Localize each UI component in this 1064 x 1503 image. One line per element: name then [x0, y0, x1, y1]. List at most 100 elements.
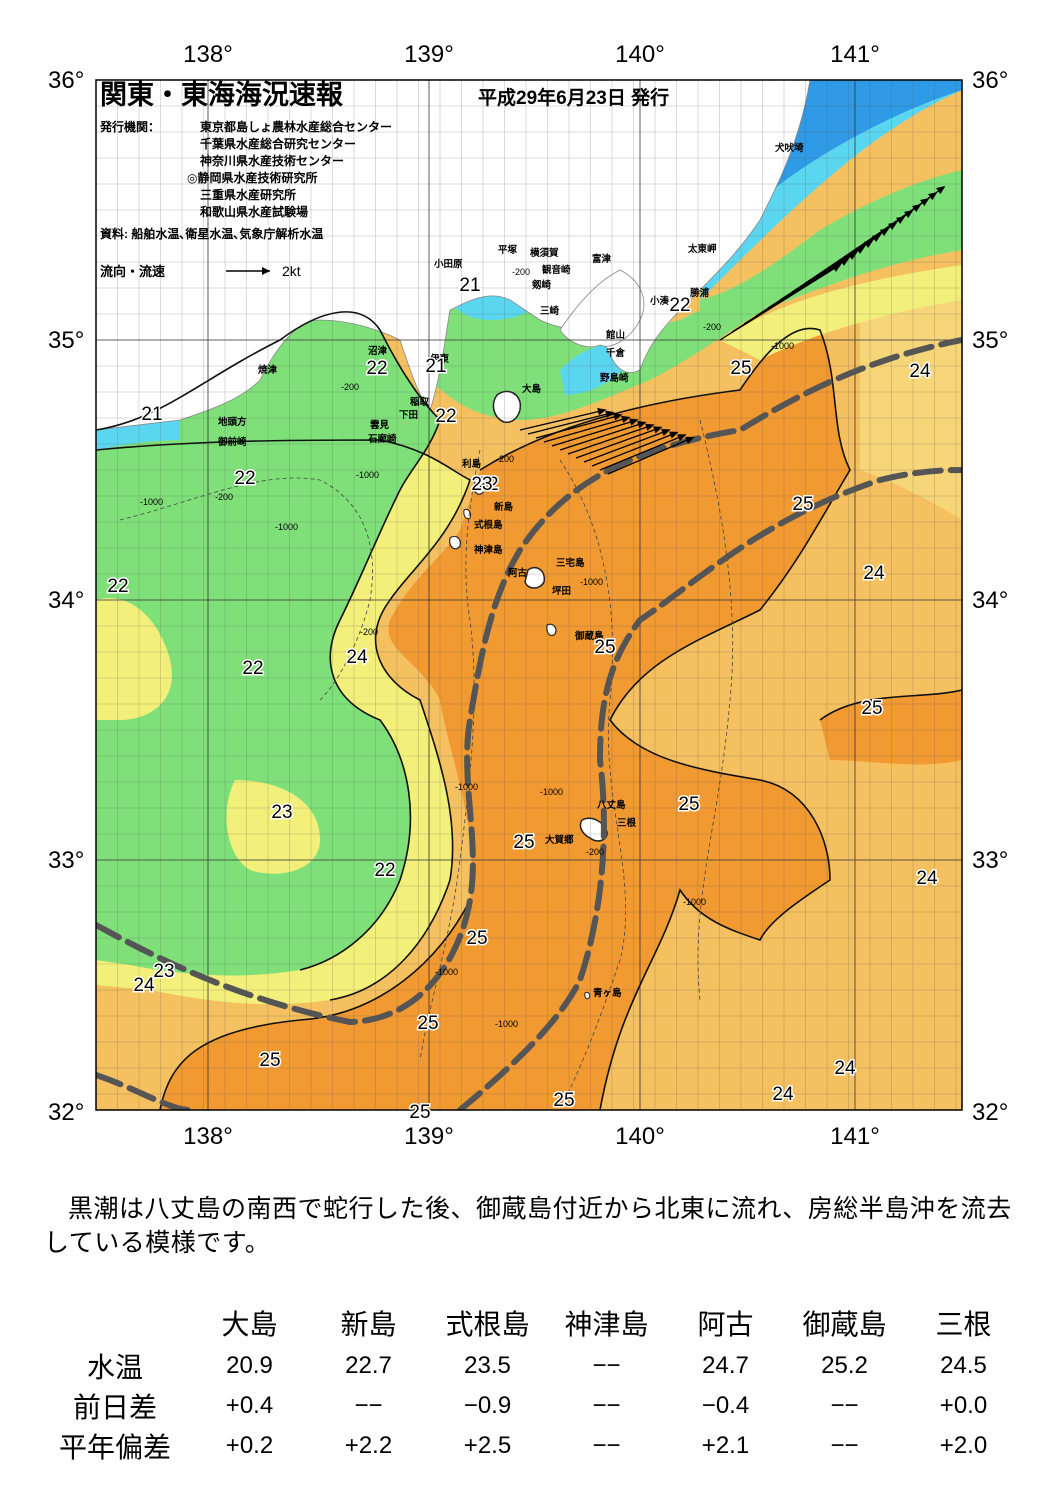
flow-arrowhead — [621, 415, 631, 424]
temp-zone-23-west-patch — [96, 598, 172, 720]
place-katsuura: 勝浦 — [690, 287, 710, 299]
place-inatori: 稲取 — [410, 396, 430, 408]
place-misaki: 三崎 — [540, 305, 560, 317]
table-cell: +2.5 — [463, 1432, 512, 1459]
lat-label-left-32: 32° — [48, 1099, 84, 1126]
isotherm-label-25-g: 25 — [466, 928, 487, 949]
flow-arrow — [559, 421, 646, 451]
table-cell: +0.4 — [225, 1392, 274, 1419]
isotherm-label-24-b: 24 — [863, 563, 885, 584]
isotherm-label-22-a: 22 — [669, 295, 690, 316]
isotherm-label-24-f: 24 — [834, 1058, 856, 1079]
place-miyakejima: 三宅島 — [556, 557, 585, 569]
isotherm-label-24-g: 24 — [772, 1084, 794, 1105]
isotherm-label-24-c: 24 — [346, 647, 368, 668]
table-row: 前日差 +0.4 −− −0.9 −− −0.4 −− +0.0 — [40, 1386, 1023, 1426]
observation-table: 大島 新島 式根島 神津島 阿古 御蔵島 三根 水温 20.9 22.7 23.… — [40, 1300, 1023, 1466]
isotherm-label-25-c: 25 — [594, 637, 615, 658]
issuer-2: 千葉県水産総合研究センター — [200, 136, 356, 151]
toshima-niijima-island — [473, 477, 486, 495]
table-row: 平年偏差 +0.2 +2.2 +2.5 −− +2.1 −− +2.0 — [40, 1426, 1023, 1466]
isotherm-value-labels: 21 21 21 22 22 22 22 22 22 22 22 23 23 2… — [106, 274, 940, 1125]
flow-arrowhead — [677, 434, 687, 442]
depth-label-1000-f: -1000 — [540, 787, 563, 797]
flow-arrow — [583, 429, 670, 463]
flow-arrowhead — [661, 429, 671, 436]
isotherm-label-22-g: 22 — [374, 860, 395, 881]
isotherm-label-23-a: 23 — [471, 474, 492, 495]
place-aogashima: 青ヶ島 — [593, 987, 622, 999]
depth-contours — [119, 419, 734, 1110]
isotherm-label-23-b: 23 — [271, 802, 292, 823]
data-source: 資料: 船舶水温､衛星水温､気象庁解析水温 — [100, 226, 323, 241]
isotherm-lines — [96, 311, 962, 1110]
isotherm-label-22-f: 22 — [242, 658, 263, 679]
flow-vectors — [519, 186, 946, 475]
depth-label-1000-a: -1000 — [771, 341, 794, 351]
table-cell: 22.7 — [345, 1352, 392, 1379]
isotherm-label-21-c: 21 — [141, 404, 162, 425]
flow-legend-scale: 2kt — [282, 263, 301, 279]
place-yokosuka: 横須賀 — [530, 247, 559, 259]
row-header: 平年偏差 — [58, 1431, 171, 1464]
place-toshima: 利島 — [461, 458, 482, 470]
place-okago: 大賀郷 — [545, 834, 574, 846]
isotherm-label-21-b: 21 — [425, 356, 446, 377]
flow-arrow — [519, 409, 606, 431]
map-frame — [95, 79, 963, 1111]
ocean-condition-map: 138° 139° 140° 141° 138° 139° 140° 141° … — [48, 41, 1008, 1150]
place-jitogata: 地頭方 — [218, 416, 247, 428]
table-cell: −− — [830, 1432, 859, 1459]
lon-label-top-140: 140° — [615, 41, 665, 68]
lat-label-right-33: 33° — [972, 847, 1008, 874]
isotherm-label-25-d: 25 — [861, 698, 882, 719]
temp-zone-23-boso — [720, 265, 962, 360]
flow-arrow — [551, 419, 638, 447]
column-header: 御蔵島 — [802, 1308, 887, 1341]
depth-1000-izu — [559, 459, 626, 1110]
place-taitomisaki: 太東岬 — [688, 243, 717, 255]
flow-arrowhead — [645, 423, 655, 431]
lat-label-left-35: 35° — [48, 327, 84, 354]
lat-label-left-34: 34° — [48, 587, 84, 614]
lon-label-top-138: 138° — [183, 41, 233, 68]
place-shimoda: 下田 — [399, 410, 418, 421]
place-shikinejima: 式根島 — [474, 519, 503, 531]
temp-zone-25-kuroshio — [160, 328, 850, 1110]
isotherm-label-24-a: 24 — [909, 361, 931, 382]
place-inubozaki: 犬吠埼 — [774, 142, 804, 154]
isotherm-label-24-e: 24 — [133, 975, 155, 996]
depth-label-1000-e: -1000 — [580, 577, 603, 587]
table-row: 水温 20.9 22.7 23.5 −− 24.7 25.2 24.5 — [40, 1346, 1023, 1386]
kozushima-island — [449, 535, 461, 550]
flow-arrowhead — [637, 421, 647, 429]
table-cell: +2.0 — [939, 1432, 988, 1459]
column-header: 阿古 — [697, 1308, 754, 1341]
summary-text: 黒潮は八丈島の南西で蛇行した後、御蔵島付近から北東に流れ、房総半島沖を流去してい… — [44, 1192, 1024, 1260]
lat-label-right-32: 32° — [972, 1099, 1008, 1126]
issuer-label: 発行機関： — [99, 119, 160, 134]
issuer-3: 神奈川県水産技術センター — [200, 153, 344, 168]
depth-label-1000-h: -1000 — [683, 897, 706, 907]
flow-arrowhead — [629, 418, 639, 426]
isotherm-label-21-a: 21 — [459, 275, 480, 296]
lon-label-bottom-139: 139° — [404, 1123, 454, 1150]
lat-label-left-36: 36° — [48, 67, 84, 94]
isotherm-label-22-e: 22 — [107, 576, 128, 597]
depth-label-200-b: -200 — [703, 322, 721, 332]
flow-arrowhead — [669, 431, 679, 439]
lon-label-top-141: 141° — [830, 41, 880, 68]
kuroshio-axis-inner — [96, 337, 962, 1026]
map-header: 関東・東海海況速報 平成29年6月23日 発行 発行機関： 東京都島しょ農林水産… — [99, 80, 669, 279]
place-mitsune: 三根 — [617, 817, 637, 829]
map-title: 関東・東海海況速報 — [100, 80, 344, 110]
miyakejima-island — [524, 566, 545, 589]
depth-label-1000-g: -1000 — [455, 782, 478, 792]
isotherm-25-south — [159, 899, 471, 1110]
flow-arrowhead — [653, 426, 663, 434]
depth-label-1000-j: -1000 — [495, 1019, 518, 1029]
place-futtsu: 富津 — [592, 253, 612, 265]
flow-arrowhead — [936, 186, 946, 195]
table-cell: −0.4 — [701, 1392, 750, 1419]
depth-200-izu — [419, 449, 481, 1061]
